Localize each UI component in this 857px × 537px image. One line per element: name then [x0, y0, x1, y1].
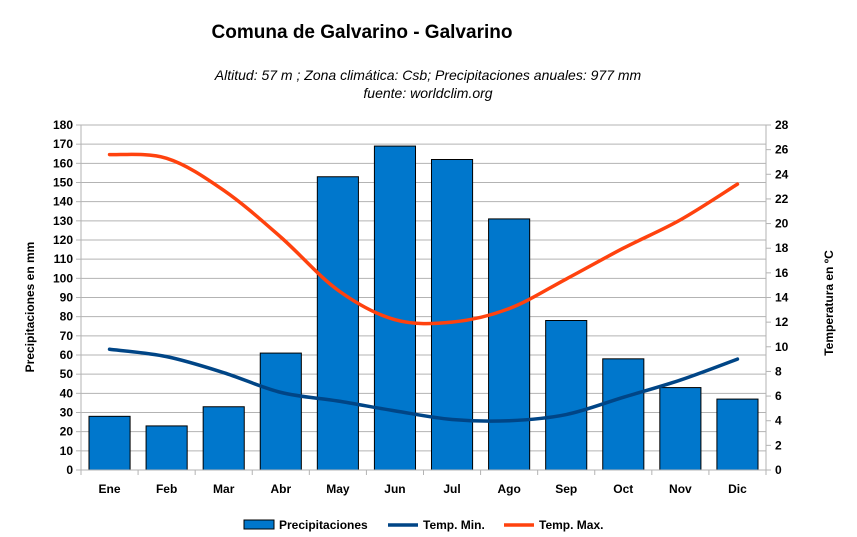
left-tick-label: 80	[60, 310, 74, 324]
x-tick-label: Sep	[555, 482, 577, 496]
right-tick-label: 2	[775, 438, 782, 452]
right-tick-label: 12	[775, 315, 789, 329]
temp-min-line	[107, 347, 740, 423]
left-axis-ticks: 0 10 20 30 40 50 60 70 80 90 100 110 120 130 140 150 160…	[53, 118, 81, 477]
precipitation-bar	[716, 398, 759, 471]
right-tick-label: 28	[775, 118, 789, 132]
x-tick-label: Dic	[728, 482, 747, 496]
right-tick-label: 14	[775, 291, 789, 305]
right-tick-label: 24	[775, 167, 789, 181]
legend: Precipitaciones Temp. Min. Temp. Max.	[243, 518, 603, 532]
left-tick-label: 160	[53, 156, 73, 170]
precipitation-bar	[316, 176, 359, 471]
precipitation-bar	[488, 218, 531, 471]
precipitation-bar	[545, 320, 588, 471]
left-tick-label: 70	[60, 329, 74, 343]
legend-label: Precipitaciones	[279, 518, 368, 532]
right-tick-label: 16	[775, 266, 789, 280]
right-tick-label: 18	[775, 241, 789, 255]
precipitation-bar	[373, 145, 417, 471]
x-axis-ticks: Ene Feb Mar Abr May Jun Jul Ago Sep Oct Nov Dic	[80, 470, 767, 496]
left-tick-label: 140	[53, 195, 73, 209]
bar-series	[88, 145, 759, 471]
legend-swatch-precipitaciones	[243, 519, 275, 530]
left-tick-label: 10	[60, 444, 74, 458]
left-tick-label: 0	[66, 463, 73, 477]
left-tick-label: 90	[60, 291, 74, 305]
gridlines	[81, 124, 766, 471]
left-tick-label: 100	[53, 271, 73, 285]
chart-source: fuente: worldclim.org	[363, 85, 492, 101]
left-tick-label: 150	[53, 176, 73, 190]
precipitation-bar	[88, 415, 131, 471]
left-tick-label: 50	[60, 367, 74, 381]
right-tick-label: 10	[775, 340, 789, 354]
chart-title: Comuna de Galvarino - Galvarino	[212, 22, 513, 43]
x-tick-label: Oct	[613, 482, 633, 496]
x-tick-label: Abr	[270, 482, 291, 496]
right-tick-label: 4	[775, 414, 782, 428]
right-axis-title: Temperatura en ºC	[822, 250, 836, 356]
x-tick-label: Jun	[384, 482, 405, 496]
right-tick-label: 26	[775, 143, 789, 157]
right-tick-label: 0	[775, 463, 782, 477]
x-tick-label: Jul	[443, 482, 460, 496]
right-tick-label: 22	[775, 192, 789, 206]
x-tick-label: Ago	[497, 482, 520, 496]
left-tick-label: 30	[60, 406, 74, 420]
precipitation-bar	[659, 387, 702, 471]
x-tick-label: Ene	[99, 482, 121, 496]
left-axis-title: Precipitaciones en mm	[23, 242, 37, 373]
left-tick-label: 60	[60, 348, 74, 362]
left-tick-label: 170	[53, 137, 73, 151]
chart-subtitle: Altitud: 57 m ; Zona climática: Csb; Pre…	[214, 67, 642, 83]
x-tick-label: Nov	[669, 482, 692, 496]
legend-label: Temp. Max.	[539, 518, 603, 532]
left-tick-label: 120	[53, 233, 73, 247]
x-tick-label: Feb	[156, 482, 177, 496]
temp-max-line	[107, 152, 740, 326]
x-tick-label: May	[326, 482, 350, 496]
left-tick-label: 180	[53, 118, 73, 132]
right-tick-label: 8	[775, 364, 782, 378]
x-tick-label: Mar	[213, 482, 235, 496]
right-tick-label: 6	[775, 389, 782, 403]
left-tick-label: 20	[60, 425, 74, 439]
left-tick-label: 130	[53, 214, 73, 228]
precipitation-bar	[259, 352, 302, 471]
precipitation-bar	[145, 425, 188, 471]
precipitation-bar	[602, 358, 645, 471]
line-series	[107, 152, 740, 423]
left-tick-label: 110	[54, 252, 74, 266]
legend-label: Temp. Min.	[423, 518, 485, 532]
precipitation-bar	[430, 159, 474, 471]
right-tick-label: 20	[775, 217, 789, 231]
left-tick-label: 40	[60, 386, 74, 400]
precipitation-bar	[202, 406, 245, 471]
